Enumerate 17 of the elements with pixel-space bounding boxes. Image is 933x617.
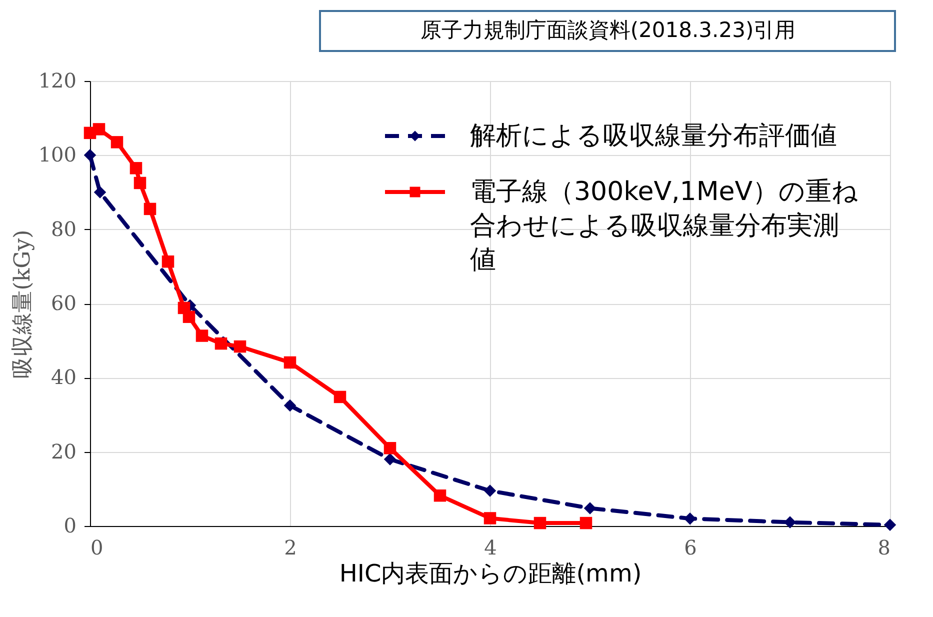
legend-label: 解析による吸収線量分布評価値	[470, 121, 837, 151]
y-axis-title: 吸収線量(kGy)	[10, 230, 36, 378]
y-tick-label: 120	[38, 68, 76, 92]
x-tick-label: 6	[684, 536, 697, 560]
y-tick-label: 80	[51, 216, 76, 241]
y-tick-label: 20	[51, 439, 76, 464]
x-tick-label: 8	[878, 536, 890, 560]
y-tick-label: 40	[51, 365, 76, 390]
y-tick-label: 100	[38, 142, 76, 167]
x-tick-label: 2	[284, 536, 297, 560]
text: 原子力規制庁面談資料(2018.3.23)引用	[420, 18, 796, 42]
x-tick-label: 4	[484, 536, 497, 560]
x-axis-title: HIC内表面からの距離(mm)	[339, 560, 642, 588]
x-tick-label: 0	[90, 536, 104, 560]
y-tick-label: 0	[64, 514, 76, 538]
legend-label: 電子線（300keV,1MeV）の重ね合わせによる吸収線量分布実測値	[470, 177, 859, 275]
y-tick-label: 60	[51, 291, 76, 315]
